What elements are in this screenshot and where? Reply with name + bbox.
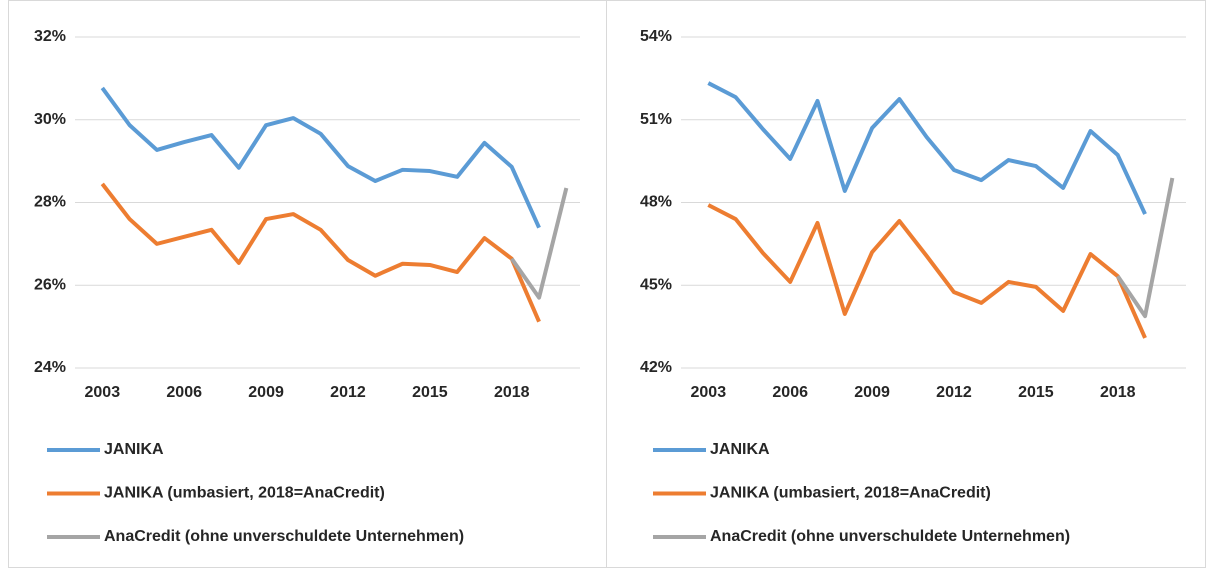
x-tick-label: 2015 bbox=[412, 384, 448, 401]
chart: 42% 45% 48% 51% 54% 2003 2006 2009 2012 2015 2018 J… bbox=[640, 28, 1186, 545]
legend-label: AnaCredit (ohne unverschuldete Unternehm… bbox=[710, 528, 1070, 545]
y-tick-label: 42% bbox=[640, 359, 672, 376]
x-tick-label: 2006 bbox=[772, 384, 808, 401]
y-tick-label: 54% bbox=[640, 28, 672, 45]
legend-label: AnaCredit (ohne unverschuldete Unternehm… bbox=[104, 528, 464, 545]
x-tick-label: 2018 bbox=[1100, 384, 1136, 401]
x-tick-label: 2012 bbox=[936, 384, 972, 401]
x-tick-label: 2012 bbox=[330, 384, 366, 401]
series-line bbox=[100, 86, 541, 229]
x-tick-label: 2003 bbox=[85, 384, 121, 401]
series-line bbox=[1116, 177, 1175, 319]
y-tick-label: 51% bbox=[640, 111, 672, 128]
series-line bbox=[510, 187, 569, 300]
x-tick-label: 2006 bbox=[166, 384, 202, 401]
x-tick-label: 2015 bbox=[1018, 384, 1054, 401]
legend-label: JANIKA bbox=[104, 441, 164, 458]
legend-label: JANIKA (umbasiert, 2018=AnaCredit) bbox=[104, 485, 385, 502]
y-tick-label: 32% bbox=[34, 28, 66, 45]
legend-label: JANIKA (umbasiert, 2018=AnaCredit) bbox=[710, 485, 991, 502]
series-line bbox=[707, 203, 1147, 339]
legend-label: JANIKA bbox=[710, 441, 770, 458]
panel-frame bbox=[606, 0, 1206, 568]
x-tick-label: 2018 bbox=[494, 384, 530, 401]
y-tick-label: 45% bbox=[640, 276, 672, 293]
y-tick-label: 28% bbox=[34, 194, 66, 211]
y-tick-label: 26% bbox=[34, 276, 66, 293]
chart: 24% 26% 28% 30% 32% 2003 2006 2009 2012 2015 2018 J… bbox=[34, 28, 580, 545]
y-tick-label: 30% bbox=[34, 111, 66, 128]
y-tick-label: 48% bbox=[640, 194, 672, 211]
x-tick-label: 2009 bbox=[854, 384, 890, 401]
x-tick-label: 2003 bbox=[691, 384, 727, 401]
x-tick-label: 2009 bbox=[248, 384, 284, 401]
series-line bbox=[707, 81, 1147, 215]
series-line bbox=[100, 182, 541, 323]
y-tick-label: 24% bbox=[34, 359, 66, 376]
